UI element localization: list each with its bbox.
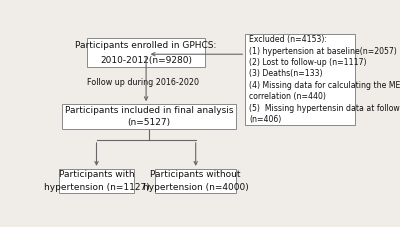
FancyBboxPatch shape	[59, 169, 134, 193]
FancyBboxPatch shape	[87, 38, 205, 67]
Text: (2) Lost to follow-up (n=1117): (2) Lost to follow-up (n=1117)	[249, 58, 366, 67]
FancyBboxPatch shape	[155, 169, 236, 193]
Text: correlation (n=440): correlation (n=440)	[249, 92, 326, 101]
Text: Participants included in final analysis: Participants included in final analysis	[65, 106, 234, 115]
Text: Participants without: Participants without	[150, 170, 241, 179]
Text: Follow up during 2016-2020: Follow up during 2016-2020	[87, 78, 199, 87]
FancyBboxPatch shape	[245, 34, 355, 125]
Text: hypertension (n=4000): hypertension (n=4000)	[143, 183, 248, 192]
Text: (n=406): (n=406)	[249, 115, 281, 124]
Text: Participants with: Participants with	[59, 170, 134, 179]
Text: 2010-2012(n=9280): 2010-2012(n=9280)	[100, 56, 192, 64]
Text: hypertension (n=1127): hypertension (n=1127)	[44, 183, 149, 192]
Text: (1) hypertension at baseline(n=2057): (1) hypertension at baseline(n=2057)	[249, 47, 397, 56]
Text: (n=5127): (n=5127)	[128, 118, 171, 127]
Text: (4) Missing data for calculating the METS-VF: (4) Missing data for calculating the MET…	[249, 81, 400, 90]
FancyBboxPatch shape	[62, 104, 236, 129]
Text: Excluded (n=4153):: Excluded (n=4153):	[249, 35, 327, 44]
Text: Participants enrolled in GPHCS:: Participants enrolled in GPHCS:	[76, 41, 217, 50]
Text: (3) Deaths(n=133): (3) Deaths(n=133)	[249, 69, 322, 79]
Text: (5)  Missing hypertensin data at follow-up: (5) Missing hypertensin data at follow-u…	[249, 104, 400, 113]
